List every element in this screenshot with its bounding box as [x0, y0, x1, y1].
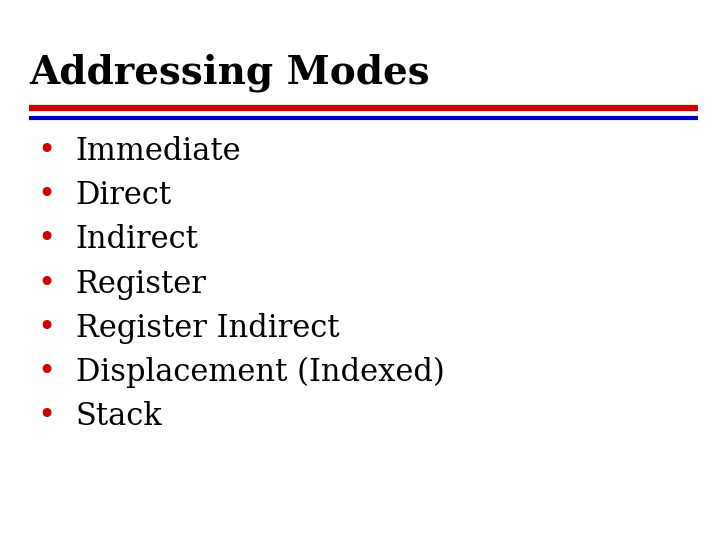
Text: •: •: [37, 268, 56, 300]
Text: Register Indirect: Register Indirect: [76, 313, 339, 344]
Text: Addressing Modes: Addressing Modes: [29, 54, 429, 92]
Text: Displacement (Indexed): Displacement (Indexed): [76, 357, 444, 388]
Text: •: •: [37, 401, 56, 433]
Text: •: •: [37, 136, 56, 167]
Text: Stack: Stack: [76, 401, 162, 433]
Text: Indirect: Indirect: [76, 224, 199, 255]
Text: Immediate: Immediate: [76, 136, 241, 167]
Text: •: •: [37, 357, 56, 388]
Text: Direct: Direct: [76, 180, 172, 211]
Text: Register: Register: [76, 268, 207, 300]
Text: •: •: [37, 180, 56, 211]
Text: •: •: [37, 313, 56, 344]
Text: •: •: [37, 224, 56, 255]
